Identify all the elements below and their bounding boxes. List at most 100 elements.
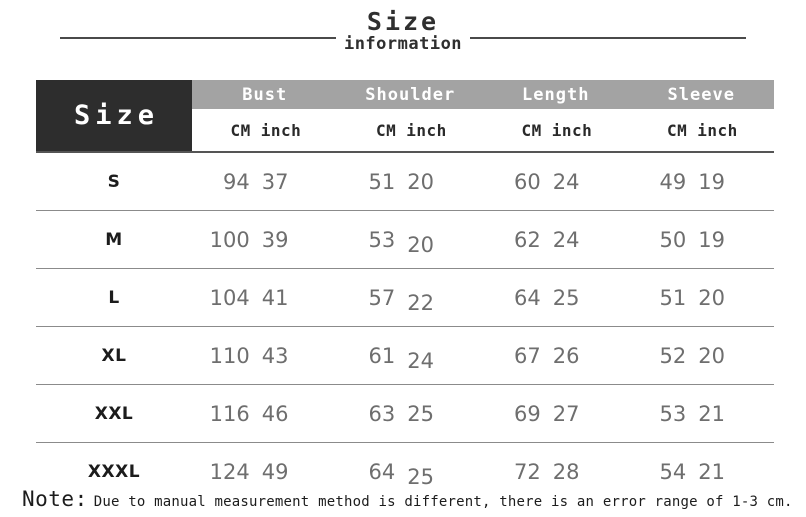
column-header-sleeve: Sleeve CM inch [628,80,774,151]
title-subtitle: information [343,34,463,54]
cell-shoulder: 57 22 [338,285,484,315]
value-cm: 60 [514,169,541,194]
size-column-header-label: Size [73,100,160,131]
value-inch: 25 [552,285,580,310]
title-rule-left [59,37,336,39]
value-inch: 28 [552,459,580,484]
row-size-label: XXL [94,403,134,424]
cell-length: 72 28 [483,460,629,484]
row-size-label: L [108,287,120,308]
size-column-header: Size [36,80,192,151]
value-cm: 61 [368,343,396,368]
value-cm: 49 [659,169,687,194]
title-rule-right [470,37,747,39]
value-cm: 51 [368,169,396,194]
value-cm: 67 [514,343,541,368]
table-row: L 104 41 57 22 64 25 51 20 [36,269,774,327]
column-units-length: CM inch [483,109,629,151]
table-row: S 94 37 51 20 60 24 49 19 [36,153,774,211]
table-row: XXL 116 46 63 25 69 27 53 21 [36,385,774,443]
value-inch: 24 [407,348,434,373]
value-inch: 20 [407,232,434,257]
value-inch: 26 [552,343,580,368]
column-title-shoulder: Shoulder [365,84,456,105]
table-row: XL 110 43 61 24 67 26 52 20 [36,327,774,385]
value-cm: 124 [209,459,250,484]
cell-sleeve: 54 21 [629,460,775,484]
cell-bust: 110 43 [192,344,338,368]
value-cm: 100 [209,227,250,252]
table-row: XXXL 124 49 64 25 72 28 54 21 [36,443,774,500]
value-inch: 24 [552,169,580,194]
cell-sleeve: 53 21 [629,402,775,426]
value-inch: 21 [698,401,725,426]
table-header: Size Bust CM inch Shoulder CM inch [36,80,774,153]
column-title-length: Length [522,84,590,105]
value-cm: 57 [368,285,396,310]
row-size-label: M [105,229,123,250]
measure-column-headers: Bust CM inch Shoulder CM inch Length [192,80,774,151]
row-size-label: XL [101,345,127,366]
value-inch: 43 [261,343,289,368]
unit-label-cm: CM [666,120,688,140]
cell-length: 64 25 [483,286,629,310]
value-cm: 53 [368,227,396,252]
row-values: 110 43 61 24 67 26 52 20 [192,343,774,373]
unit-label-inch: inch [406,120,447,140]
cell-shoulder: 53 20 [338,227,484,257]
column-title-sleeve: Sleeve [667,84,735,105]
cell-bust: 94 37 [192,170,338,194]
value-inch: 49 [261,459,289,484]
row-values: 104 41 57 22 64 25 51 20 [192,285,775,315]
value-inch: 37 [261,169,289,194]
value-inch: 24 [552,227,580,252]
value-cm: 62 [514,227,541,252]
cell-length: 67 26 [483,344,629,368]
footer-note: Note: Due to manual measurement method i… [22,487,806,511]
header-band [192,80,774,109]
value-cm: 94 [223,169,250,194]
column-header-shoulder: Shoulder CM inch [337,80,483,151]
value-inch: 20 [698,285,725,310]
value-cm: 50 [659,227,687,252]
unit-label-inch: inch [551,120,593,140]
value-inch: 39 [261,227,289,252]
unit-label-inch: inch [697,120,738,140]
value-cm: 51 [659,285,687,310]
page-title: Size information [0,0,806,62]
value-inch: 25 [407,464,434,489]
value-inch: 19 [698,169,725,194]
cell-sleeve: 49 19 [629,170,775,194]
title-text-group: Size information [336,9,470,53]
value-cm: 64 [514,285,541,310]
size-table: Size Bust CM inch Shoulder CM inch [36,80,774,500]
unit-label-cm: CM [375,120,397,140]
value-inch: 20 [407,169,434,194]
row-size-label: XXXL [87,461,141,482]
row-size-label: S [107,171,121,192]
row-values: 124 49 64 25 72 28 54 21 [192,459,775,489]
value-cm: 72 [514,459,541,484]
cell-shoulder: 63 25 [338,402,484,426]
unit-label-inch: inch [260,120,302,140]
value-inch: 20 [698,343,725,368]
unit-label-cm: CM [521,120,542,140]
row-values: 116 46 63 25 69 27 53 21 [192,402,774,426]
cell-sleeve: 51 20 [629,286,775,310]
value-inch: 19 [698,227,725,252]
column-title-bust: Bust [242,84,288,105]
cell-sleeve: 50 19 [629,228,775,252]
cell-shoulder: 64 25 [338,460,484,489]
cell-shoulder: 51 20 [338,170,484,194]
value-inch: 46 [261,401,289,426]
cell-length: 62 24 [483,228,629,252]
cell-bust: 116 46 [192,402,338,426]
column-units-shoulder: CM inch [337,109,483,151]
unit-label-cm: CM [230,120,251,140]
note-label: Note: [22,487,88,511]
cell-bust: 100 39 [192,228,338,252]
cell-shoulder: 61 24 [338,343,484,373]
value-cm: 53 [659,401,687,426]
value-cm: 69 [514,401,541,426]
value-cm: 52 [659,343,687,368]
